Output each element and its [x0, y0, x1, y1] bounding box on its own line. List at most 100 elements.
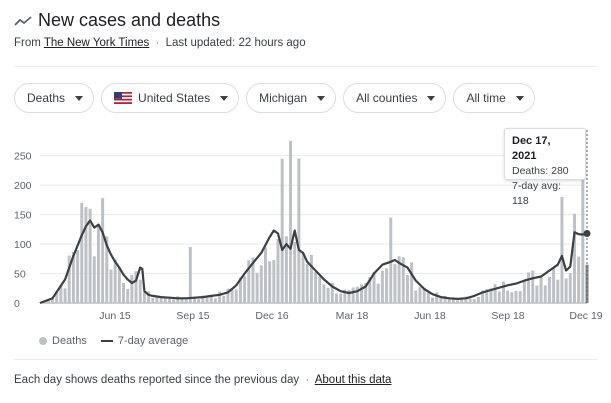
- deaths-bar: [581, 138, 585, 303]
- time-range-dropdown[interactable]: All time: [453, 83, 535, 113]
- deaths-bar: [172, 299, 176, 303]
- deaths-bar: [142, 291, 146, 303]
- deaths-bar: [531, 270, 535, 303]
- deaths-bar: [305, 264, 309, 303]
- deaths-bar: [67, 255, 71, 303]
- divider-bottom: [14, 359, 597, 360]
- deaths-bar: [92, 256, 96, 303]
- deaths-bar: [389, 217, 393, 303]
- deaths-bar: [51, 299, 55, 303]
- deaths-bar: [213, 298, 217, 303]
- deaths-bar: [218, 291, 222, 303]
- deaths-bar: [147, 291, 151, 303]
- deaths-bar: [113, 259, 117, 303]
- average-point-marker: [583, 229, 591, 237]
- legend-bars-label: Deaths: [52, 335, 87, 347]
- deaths-bar: [188, 247, 192, 303]
- average-line: [39, 219, 588, 305]
- deaths-bar: [372, 272, 376, 303]
- separator: ·: [305, 374, 310, 386]
- chart-title: New cases and deaths: [38, 10, 221, 30]
- deaths-bar: [80, 202, 84, 303]
- deaths-bar: [577, 256, 581, 303]
- y-tick-label: 0: [14, 298, 20, 310]
- deaths-bar: [547, 277, 551, 303]
- deaths-bar: [318, 276, 322, 303]
- deaths-bar: [84, 207, 88, 303]
- state-dropdown[interactable]: Michigan: [246, 83, 337, 113]
- deaths-bar: [201, 295, 205, 303]
- footer-note: Each day shows deaths reported since the…: [14, 374, 300, 386]
- deaths-bar: [568, 273, 572, 303]
- deaths-bar: [322, 284, 326, 303]
- source-prefix: From: [14, 37, 41, 49]
- deaths-bar: [339, 293, 343, 303]
- legend-line-swatch: [100, 340, 113, 342]
- deaths-bar: [460, 297, 464, 303]
- deaths-bar: [401, 257, 405, 303]
- deaths-bar: [105, 236, 109, 303]
- deaths-bar: [180, 298, 184, 303]
- last-updated: Last updated: 22 hours ago: [165, 37, 306, 49]
- state-label: Michigan: [259, 91, 308, 105]
- deaths-bar: [481, 290, 485, 303]
- about-data-link[interactable]: About this data: [314, 374, 392, 386]
- tooltip-average: 7-day avg: 118: [512, 180, 562, 207]
- county-dropdown[interactable]: All counties: [343, 83, 447, 113]
- x-tick-label: Jun 18: [414, 310, 446, 322]
- deaths-bar: [364, 282, 368, 303]
- deaths-bar: [347, 289, 351, 303]
- deaths-bar: [163, 296, 167, 303]
- deaths-bar: [410, 262, 414, 303]
- deaths-bar: [431, 297, 434, 303]
- deaths-bar: [309, 254, 313, 303]
- deaths-bar: [122, 282, 126, 303]
- y-tick-label: 250: [14, 151, 32, 163]
- deaths-bar: [514, 290, 518, 303]
- deaths-bar: [497, 291, 501, 303]
- deaths-bar: [259, 265, 263, 303]
- deaths-bar: [155, 296, 159, 303]
- deaths-bar: [426, 292, 430, 303]
- deaths-bar: [326, 287, 330, 303]
- deaths-bar: [234, 289, 238, 303]
- deaths-chart[interactable]: 0 50 100 150 200 250 Jun 15 Sep 15 Dec 16 Mar 18 J…: [0, 120, 611, 325]
- deaths-bar: [330, 282, 334, 303]
- chevron-down-icon: [317, 95, 326, 101]
- deaths-bar: [151, 297, 155, 303]
- country-dropdown[interactable]: United States: [101, 83, 240, 113]
- deaths-bar: [435, 292, 439, 303]
- chart-tooltip: Dec 17, 2021 Deaths: 280 7-day avg: 118: [504, 128, 586, 207]
- x-tick-label: Jun 15: [99, 310, 131, 322]
- deaths-bar: [564, 278, 568, 303]
- x-tick-label: Dec 16: [255, 310, 288, 322]
- deaths-bar: [385, 268, 389, 303]
- time-range-label: All time: [466, 91, 506, 105]
- chevron-down-icon: [515, 95, 524, 101]
- metric-label: Deaths: [27, 91, 66, 105]
- deaths-bar: [556, 279, 560, 303]
- deaths-bar: [351, 287, 355, 303]
- metric-dropdown[interactable]: Deaths: [14, 83, 95, 113]
- source-link[interactable]: The New York Times: [43, 37, 150, 49]
- deaths-bar: [101, 198, 105, 303]
- deaths-bar: [543, 285, 547, 303]
- deaths-bar: [117, 268, 121, 303]
- separator: ·: [155, 37, 160, 49]
- deaths-bar: [368, 277, 372, 303]
- deaths-bar: [63, 288, 67, 303]
- deaths-bar: [422, 287, 426, 303]
- deaths-bar: [485, 289, 489, 303]
- chevron-down-icon: [427, 95, 436, 101]
- deaths-bar: [476, 296, 480, 303]
- deaths-bar: [197, 299, 201, 303]
- deaths-bar: [263, 247, 267, 303]
- deaths-bar: [159, 296, 163, 303]
- deaths-bar: [209, 296, 213, 303]
- deaths-bar: [251, 257, 255, 303]
- deaths-bar: [193, 298, 196, 303]
- deaths-bar: [572, 213, 576, 303]
- y-tick-label: 100: [14, 239, 32, 251]
- deaths-bar: [109, 269, 113, 303]
- tooltip-deaths: Deaths: 280: [512, 165, 569, 177]
